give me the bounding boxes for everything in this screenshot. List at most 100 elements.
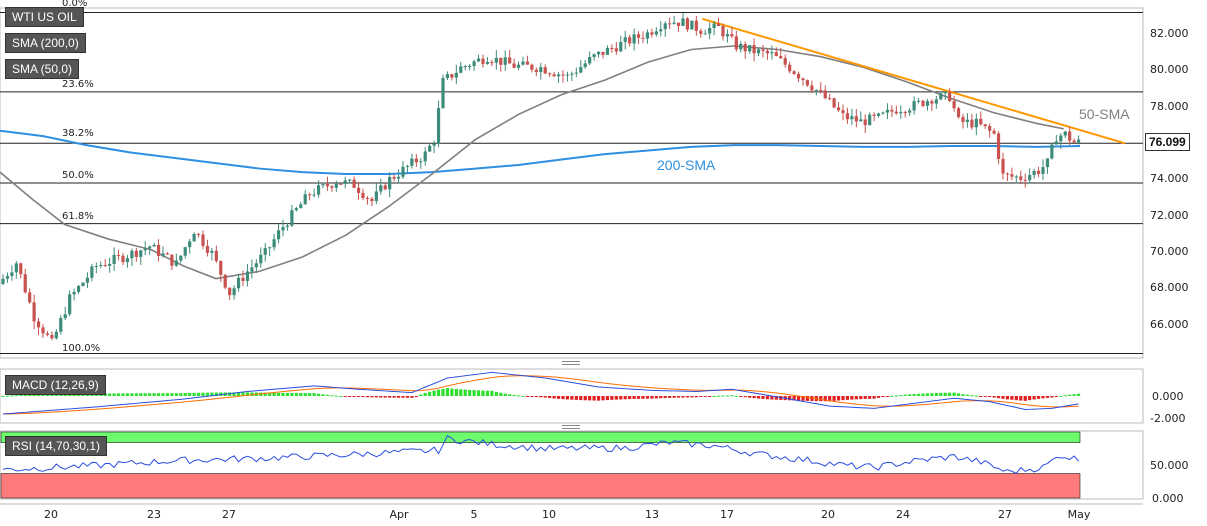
macd-histogram-bar (272, 392, 276, 396)
candle-body (134, 250, 138, 257)
macd-histogram-bar (570, 396, 574, 400)
candle-body (112, 254, 116, 264)
candle-body (983, 124, 987, 127)
candle-body (1063, 131, 1067, 136)
macd-histogram-bar (721, 395, 725, 397)
macd-histogram-bar (485, 390, 490, 396)
macd-histogram-bar (1023, 396, 1027, 401)
candle-body (556, 74, 561, 77)
sma200-label[interactable]: SMA (200,0) (5, 33, 86, 53)
candle-body (450, 74, 454, 78)
candle-body (170, 254, 174, 266)
candle-body (819, 89, 823, 91)
x-tick: 10 (542, 508, 556, 521)
macd-tick: -2.000 (1150, 412, 1186, 425)
macd-histogram-bar (32, 394, 36, 396)
macd-histogram-bar (552, 396, 556, 399)
macd-histogram-bar (499, 392, 503, 396)
candle-body (756, 49, 761, 54)
macd-histogram-bar (388, 396, 392, 398)
macd-histogram-bar (410, 396, 414, 398)
candle-body (263, 248, 267, 255)
candle-body (19, 263, 23, 275)
candle-body (490, 62, 494, 64)
candle-body (223, 274, 227, 288)
candle-body (650, 32, 654, 35)
candle-body (254, 263, 258, 268)
current-price-tag: 76.099 (1145, 133, 1190, 151)
sma50-label[interactable]: SMA (50,0) (5, 59, 80, 79)
candle-body (903, 112, 907, 114)
macd-histogram-bar (156, 393, 161, 396)
candle-body (788, 64, 792, 72)
candle-body (481, 58, 485, 64)
symbol-label[interactable]: WTI US OIL (5, 7, 84, 27)
candle-body (850, 116, 854, 120)
candle-body (121, 255, 125, 263)
candle-body (605, 47, 610, 55)
macd-histogram-bar (690, 396, 694, 398)
candle-body (965, 119, 970, 123)
candle-body (1041, 167, 1045, 174)
candle-body (610, 47, 614, 49)
fib-label-100: 100.0% (62, 343, 101, 354)
candle-body (72, 291, 76, 295)
candle-body (1059, 135, 1063, 142)
macd-histogram-bar (699, 396, 703, 397)
rsi-oversold-zone (0, 473, 1081, 499)
macd-histogram-bar (436, 389, 441, 396)
macd-histogram-bar (188, 392, 192, 396)
candle-body (5, 275, 10, 279)
macd-histogram-bar (276, 392, 281, 396)
macd-histogram-bar (890, 395, 894, 397)
macd-histogram-bar (210, 392, 214, 396)
macd-histogram-bar (992, 396, 996, 398)
candle-body (619, 41, 623, 52)
macd-histogram-bar (263, 392, 267, 396)
candle-body (401, 166, 405, 177)
macd-histogram-bar (543, 396, 547, 398)
macd-histogram-bar (356, 396, 361, 397)
candle-body (676, 22, 681, 26)
macd-histogram-bar (548, 396, 552, 399)
candle-body (388, 176, 392, 190)
x-tick: 13 (645, 508, 659, 521)
macd-histogram-bar (859, 396, 863, 400)
macd-histogram-bar (374, 396, 378, 398)
candle-body (894, 111, 898, 114)
macd-histogram-bar (1, 396, 5, 397)
x-tick: 17 (720, 508, 734, 521)
macd-label[interactable]: MACD (12,26,9) (5, 375, 106, 395)
candle-body (361, 192, 365, 199)
macd-histogram-bar (770, 396, 774, 400)
macd-histogram-bar (872, 396, 876, 399)
candle-body (783, 58, 787, 65)
macd-histogram-bar (459, 389, 463, 396)
rsi-line (2, 435, 1079, 474)
candle-body (468, 65, 472, 67)
candle-body (1028, 175, 1032, 181)
candle-body (23, 274, 27, 293)
candle-body (463, 66, 467, 68)
sma200-annotation: 200-SMA (657, 157, 716, 173)
macd-histogram-bar (565, 396, 570, 400)
x-tick: 27 (222, 508, 236, 521)
candle-body (876, 113, 881, 116)
candle-body (205, 245, 210, 253)
macd-histogram-bar (868, 396, 872, 399)
macd-histogram-bar (903, 394, 907, 396)
macd-histogram-bar (432, 390, 436, 396)
macd-histogram-bar (312, 393, 316, 396)
candle-body (272, 239, 276, 248)
macd-histogram-bar (645, 396, 650, 399)
fib-label-23: 23.6% (62, 79, 94, 90)
candle-body (308, 194, 312, 196)
macd-line (2, 371, 1079, 415)
macd-histogram-bar (1014, 396, 1018, 401)
macd-histogram-bar (574, 396, 578, 400)
macd-histogram-bar (192, 392, 196, 396)
candle-body (659, 29, 663, 32)
rsi-label[interactable]: RSI (14,70,30,1) (5, 436, 108, 456)
macd-histogram-bar (285, 392, 290, 396)
